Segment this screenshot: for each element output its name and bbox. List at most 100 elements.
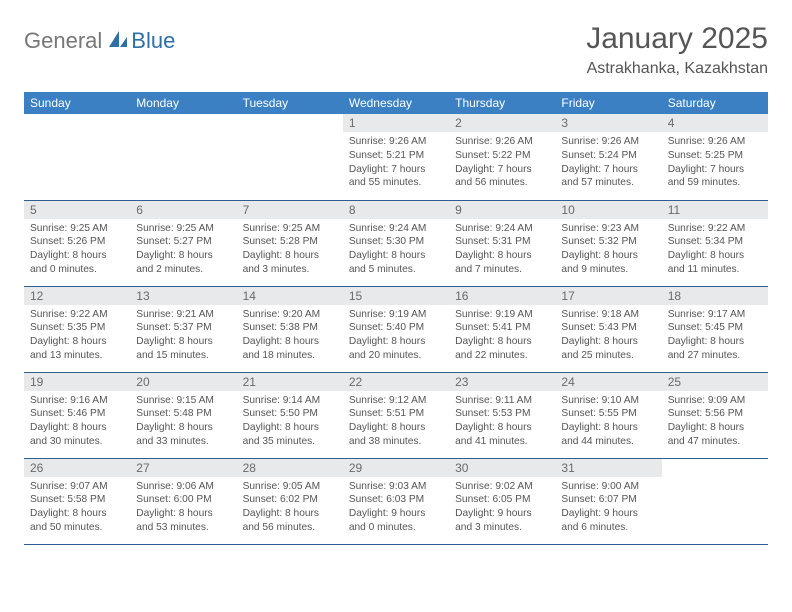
calendar-cell: 25Sunrise: 9:09 AMSunset: 5:56 PMDayligh… — [662, 372, 768, 458]
sunrise-text: Sunrise: 9:10 AM — [561, 394, 655, 408]
sunset-text: Sunset: 5:28 PM — [243, 235, 337, 249]
page-header: General Blue January 2025 Astrakhanka, K… — [24, 22, 768, 78]
daylight-line1: Daylight: 8 hours — [30, 335, 124, 349]
sunset-text: Sunset: 5:38 PM — [243, 321, 337, 335]
calendar-cell: 22 Sunrise: 9:12 AMSunset: 5:51 PMDayligh… — [343, 372, 449, 458]
sunset-text: Sunset: 5:53 PM — [455, 407, 549, 421]
daylight-line2: and 3 minutes. — [243, 263, 337, 277]
day-number: 1 — [343, 114, 449, 132]
daylight-line2: and 0 minutes. — [349, 521, 443, 535]
day-details: Sunrise: 9:24 AMSunset: 5:31 PMDaylight:… — [449, 219, 555, 281]
sunset-text: Sunset: 5:26 PM — [30, 235, 124, 249]
daylight-line1: Daylight: 8 hours — [455, 421, 549, 435]
sunrise-text: Sunrise: 9:19 AM — [349, 308, 443, 322]
daylight-line1: Daylight: 8 hours — [30, 249, 124, 263]
day-number: 19 — [24, 373, 130, 391]
sunrise-text: Sunrise: 9:12 AM — [349, 394, 443, 408]
sunset-text: Sunset: 5:25 PM — [668, 149, 762, 163]
day-details: Sunrise: 9:25 AMSunset: 5:28 PMDaylight:… — [237, 219, 343, 281]
daylight-line2: and 57 minutes. — [561, 176, 655, 190]
calendar-cell: 30Sunrise: 9:02 AMSunset: 6:05 PMDayligh… — [449, 458, 555, 544]
sunset-text: Sunset: 5:31 PM — [455, 235, 549, 249]
sunset-text: Sunset: 5:55 PM — [561, 407, 655, 421]
weekday-friday: Friday — [555, 92, 661, 114]
daylight-line2: and 38 minutes. — [349, 435, 443, 449]
day-number-empty — [24, 114, 130, 132]
daylight-line1: Daylight: 8 hours — [349, 421, 443, 435]
calendar-week-row: 5Sunrise: 9:25 AMSunset: 5:26 PMDaylight… — [24, 200, 768, 286]
weekday-sunday: Sunday — [24, 92, 130, 114]
day-details: Sunrise: 9:19 AMSunset: 5:41 PMDaylight:… — [449, 305, 555, 367]
daylight-line1: Daylight: 8 hours — [561, 249, 655, 263]
daylight-line2: and 20 minutes. — [349, 349, 443, 363]
day-number: 6 — [130, 201, 236, 219]
sunset-text: Sunset: 5:21 PM — [349, 149, 443, 163]
calendar-cell — [237, 114, 343, 200]
daylight-line1: Daylight: 7 hours — [455, 163, 549, 177]
day-number: 11 — [662, 201, 768, 219]
sunset-text: Sunset: 5:58 PM — [30, 493, 124, 507]
daylight-line2: and 2 minutes. — [136, 263, 230, 277]
sunrise-text: Sunrise: 9:26 AM — [455, 135, 549, 149]
sunset-text: Sunset: 5:30 PM — [349, 235, 443, 249]
sunset-text: Sunset: 6:07 PM — [561, 493, 655, 507]
day-number: 8 — [343, 201, 449, 219]
daylight-line2: and 59 minutes. — [668, 176, 762, 190]
sunset-text: Sunset: 6:02 PM — [243, 493, 337, 507]
daylight-line1: Daylight: 8 hours — [349, 335, 443, 349]
calendar-cell: 9Sunrise: 9:24 AMSunset: 5:31 PMDaylight… — [449, 200, 555, 286]
calendar-cell: 27Sunrise: 9:06 AMSunset: 6:00 PMDayligh… — [130, 458, 236, 544]
day-details: Sunrise: 9:26 AMSunset: 5:22 PMDaylight:… — [449, 132, 555, 194]
day-number: 31 — [555, 459, 661, 477]
sunset-text: Sunset: 5:46 PM — [30, 407, 124, 421]
daylight-line2: and 27 minutes. — [668, 349, 762, 363]
calendar-cell: 20Sunrise: 9:15 AMSunset: 5:48 PMDayligh… — [130, 372, 236, 458]
sunrise-text: Sunrise: 9:19 AM — [455, 308, 549, 322]
sunset-text: Sunset: 5:43 PM — [561, 321, 655, 335]
sunset-text: Sunset: 5:27 PM — [136, 235, 230, 249]
day-details: Sunrise: 9:17 AMSunset: 5:45 PMDaylight:… — [662, 305, 768, 367]
day-number: 25 — [662, 373, 768, 391]
daylight-line1: Daylight: 8 hours — [243, 421, 337, 435]
sunrise-text: Sunrise: 9:25 AM — [243, 222, 337, 236]
sunrise-text: Sunrise: 9:21 AM — [136, 308, 230, 322]
day-number: 29 — [343, 459, 449, 477]
day-details: Sunrise: 9:20 AMSunset: 5:38 PMDaylight:… — [237, 305, 343, 367]
day-number: 5 — [24, 201, 130, 219]
sunset-text: Sunset: 5:35 PM — [30, 321, 124, 335]
sunset-text: Sunset: 5:50 PM — [243, 407, 337, 421]
sunset-text: Sunset: 5:51 PM — [349, 407, 443, 421]
daylight-line2: and 47 minutes. — [668, 435, 762, 449]
daylight-line2: and 25 minutes. — [561, 349, 655, 363]
daylight-line1: Daylight: 8 hours — [136, 507, 230, 521]
sunrise-text: Sunrise: 9:23 AM — [561, 222, 655, 236]
day-details: Sunrise: 9:11 AMSunset: 5:53 PMDaylight:… — [449, 391, 555, 453]
day-number: 28 — [237, 459, 343, 477]
daylight-line1: Daylight: 8 hours — [668, 335, 762, 349]
sunrise-text: Sunrise: 9:26 AM — [349, 135, 443, 149]
sunrise-text: Sunrise: 9:24 AM — [349, 222, 443, 236]
logo: General Blue — [24, 28, 175, 54]
logo-text-general: General — [24, 28, 102, 54]
day-number: 13 — [130, 287, 236, 305]
day-number: 23 — [449, 373, 555, 391]
day-number: 17 — [555, 287, 661, 305]
day-number: 2 — [449, 114, 555, 132]
daylight-line1: Daylight: 7 hours — [561, 163, 655, 177]
weekday-header-row: Sunday Monday Tuesday Wednesday Thursday… — [24, 92, 768, 114]
daylight-line1: Daylight: 8 hours — [136, 335, 230, 349]
sunrise-text: Sunrise: 9:26 AM — [561, 135, 655, 149]
sunrise-text: Sunrise: 9:11 AM — [455, 394, 549, 408]
calendar-cell: 16Sunrise: 9:19 AMSunset: 5:41 PMDayligh… — [449, 286, 555, 372]
day-number: 12 — [24, 287, 130, 305]
day-number: 22 — [343, 373, 449, 391]
calendar-cell: 10Sunrise: 9:23 AMSunset: 5:32 PMDayligh… — [555, 200, 661, 286]
sunset-text: Sunset: 5:45 PM — [668, 321, 762, 335]
calendar-cell: 6Sunrise: 9:25 AMSunset: 5:27 PMDaylight… — [130, 200, 236, 286]
day-details: Sunrise: 9:19 AMSunset: 5:40 PMDaylight:… — [343, 305, 449, 367]
sunrise-text: Sunrise: 9:05 AM — [243, 480, 337, 494]
calendar-cell: 24Sunrise: 9:10 AMSunset: 5:55 PMDayligh… — [555, 372, 661, 458]
sunrise-text: Sunrise: 9:07 AM — [30, 480, 124, 494]
sunset-text: Sunset: 5:56 PM — [668, 407, 762, 421]
sunrise-text: Sunrise: 9:09 AM — [668, 394, 762, 408]
